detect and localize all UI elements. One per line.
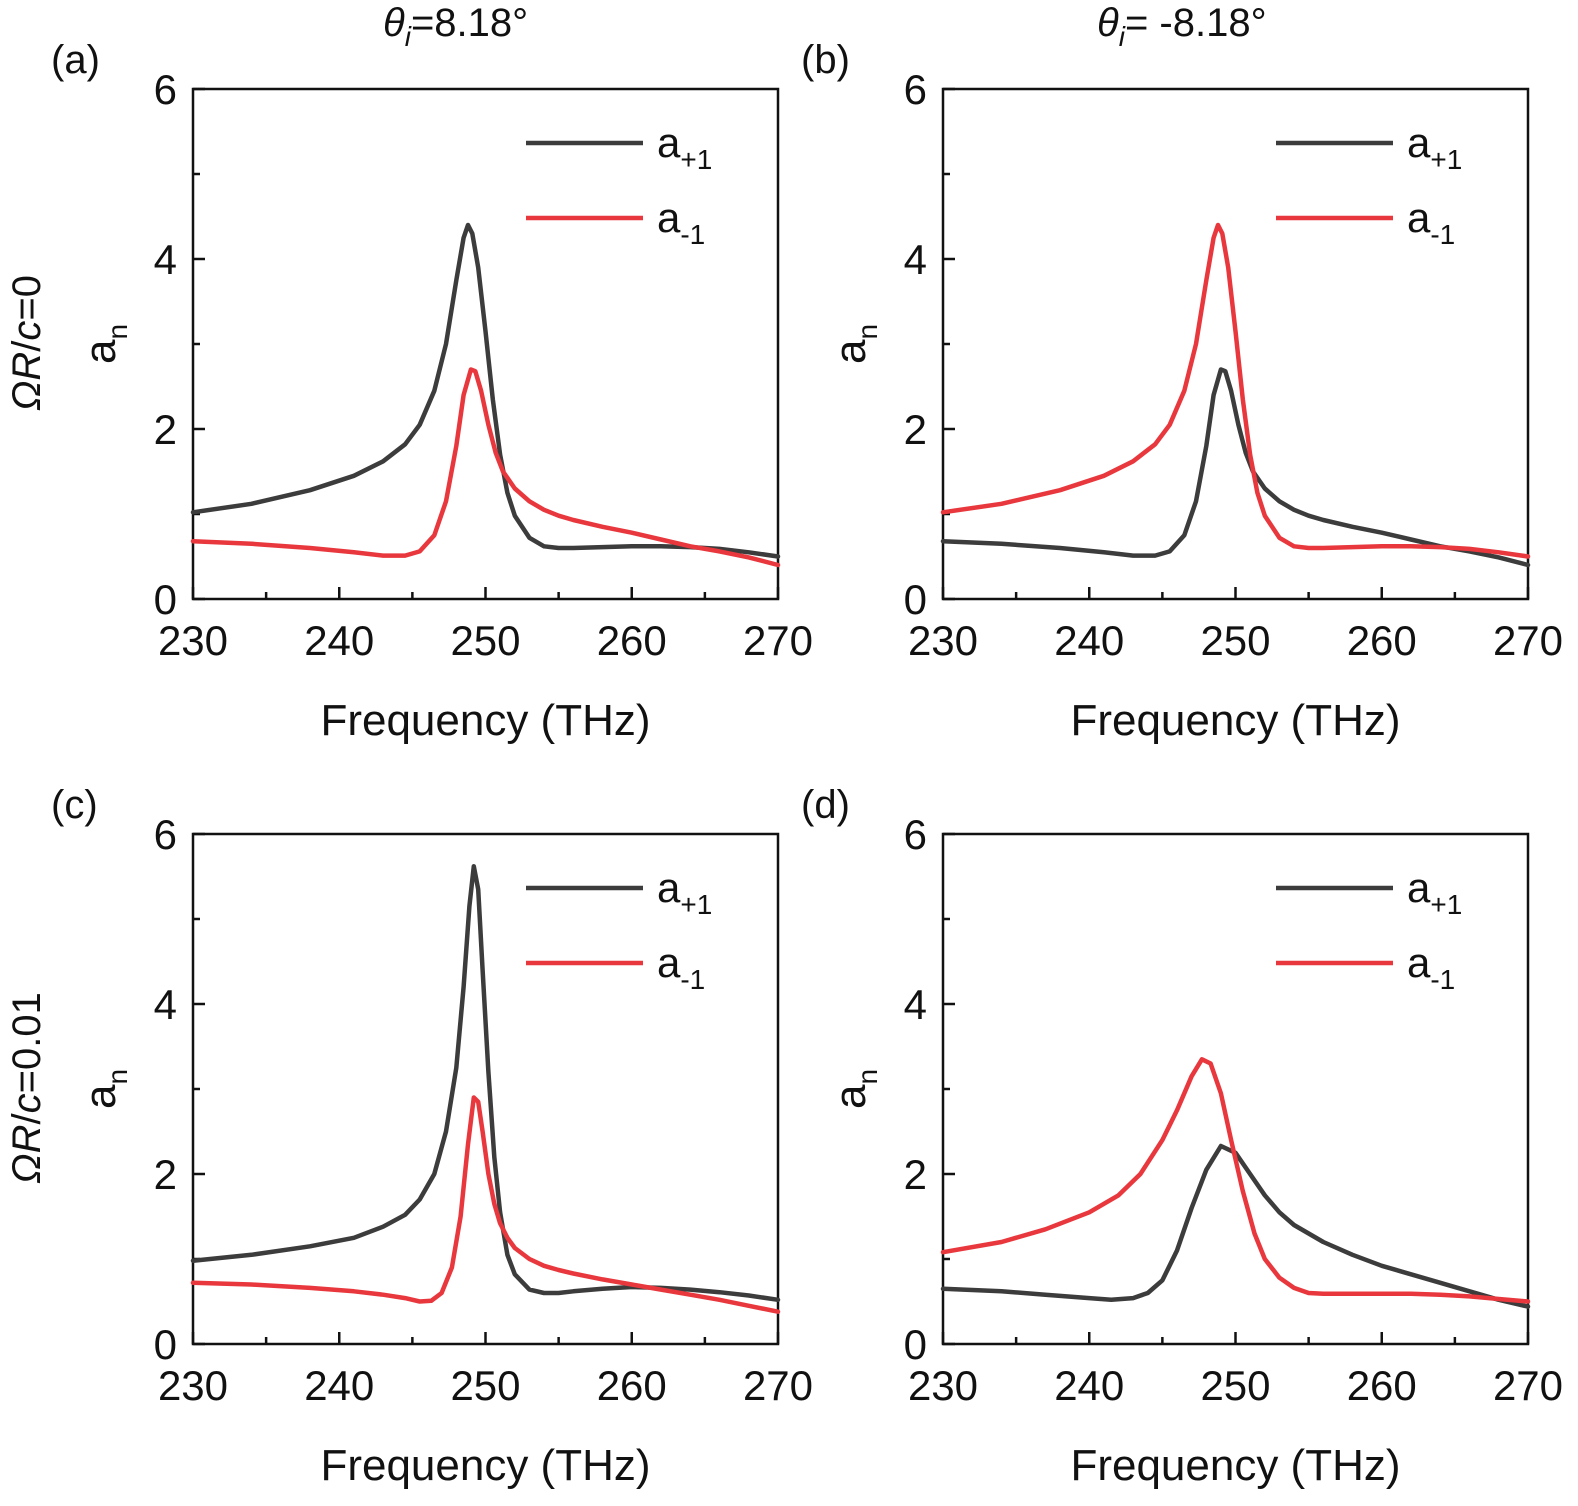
legend-label: a-1 (1407, 939, 1455, 995)
column-title-left: θi=8.18° (383, 1, 528, 52)
x-tick-label: 270 (1493, 1362, 1563, 1409)
x-axis-title: Frequency (THz) (320, 696, 650, 745)
x-tick-label: 230 (908, 1362, 978, 1409)
y-tick-label: 6 (904, 66, 927, 113)
panel-label: (d) (801, 783, 850, 827)
legend-label: a+1 (657, 119, 712, 175)
chart-panel-0: 230 240 250 260 270 0 2 4 6 Frequency (THz) an (a) a… (51, 38, 813, 745)
chart-panel-2: 230 240 250 260 270 0 2 4 6 Frequency (THz) an (c) a… (51, 783, 813, 1490)
chart-panel-1: 230 240 250 260 270 0 2 4 6 Frequency (THz) an (b) a… (801, 38, 1563, 745)
x-tick-label: 270 (743, 1362, 813, 1409)
legend-label: a+1 (1407, 119, 1462, 175)
x-tick-label: 260 (1347, 1362, 1417, 1409)
y-tick-label: 2 (154, 1151, 177, 1198)
panel-label: (a) (51, 38, 100, 82)
x-tick-label: 230 (158, 1362, 228, 1409)
legend-label: a-1 (657, 194, 705, 250)
x-tick-label: 230 (908, 617, 978, 664)
row-title-top: ΩR/c=0 (5, 275, 49, 411)
y-axis-title: an (826, 1069, 883, 1109)
y-tick-label: 2 (154, 406, 177, 453)
x-tick-label: 230 (158, 617, 228, 664)
y-tick-label: 2 (904, 406, 927, 453)
x-tick-label: 260 (597, 617, 667, 664)
x-tick-label: 240 (1054, 617, 1124, 664)
y-tick-label: 4 (154, 981, 177, 1028)
row-title-bottom: ΩR/c=0.01 (5, 992, 49, 1184)
series-line-a-plus-1 (190, 222, 781, 559)
y-tick-label: 6 (904, 811, 927, 858)
y-axis-title: an (76, 324, 133, 364)
x-tick-label: 260 (597, 1362, 667, 1409)
x-tick-label: 250 (450, 617, 520, 664)
y-axis-title: an (826, 324, 883, 364)
y-tick-label: 0 (154, 576, 177, 623)
x-tick-label: 240 (1054, 1362, 1124, 1409)
column-title-right: θi= -8.18° (1097, 1, 1267, 52)
y-tick-label: 0 (904, 1321, 927, 1368)
legend-label: a+1 (657, 864, 712, 920)
x-tick-label: 250 (1200, 1362, 1270, 1409)
x-tick-label: 250 (450, 1362, 520, 1409)
x-tick-label: 240 (304, 617, 374, 664)
y-tick-label: 6 (154, 66, 177, 113)
legend-label: a+1 (1407, 864, 1462, 920)
legend-label: a-1 (1407, 194, 1455, 250)
x-axis-title: Frequency (THz) (1070, 696, 1400, 745)
x-tick-label: 250 (1200, 617, 1270, 664)
series-line-a-plus-1 (940, 367, 1531, 568)
series-line-a-minus-1 (190, 367, 781, 568)
panel-label: (c) (51, 783, 98, 827)
legend-label: a-1 (657, 939, 705, 995)
y-axis-title: an (76, 1069, 133, 1109)
series-line-a-minus-1 (940, 1057, 1531, 1304)
y-tick-label: 4 (904, 981, 927, 1028)
series-line-a-plus-1 (940, 1143, 1531, 1309)
series-line-a-minus-1 (940, 222, 1531, 559)
x-tick-label: 240 (304, 1362, 374, 1409)
y-tick-label: 0 (904, 576, 927, 623)
x-axis-title: Frequency (THz) (320, 1441, 650, 1490)
y-tick-label: 4 (154, 236, 177, 283)
y-tick-label: 6 (154, 811, 177, 858)
x-tick-label: 270 (1493, 617, 1563, 664)
x-axis-title: Frequency (THz) (1070, 1441, 1400, 1490)
y-tick-label: 0 (154, 1321, 177, 1368)
panel-label: (b) (801, 38, 850, 82)
x-tick-label: 260 (1347, 617, 1417, 664)
y-tick-label: 4 (904, 236, 927, 283)
x-tick-label: 270 (743, 617, 813, 664)
series-line-a-plus-1 (190, 864, 781, 1303)
chart-panel-3: 230 240 250 260 270 0 2 4 6 Frequency (THz) an (d) a… (801, 783, 1563, 1490)
series-line-a-minus-1 (190, 1095, 781, 1314)
y-tick-label: 2 (904, 1151, 927, 1198)
